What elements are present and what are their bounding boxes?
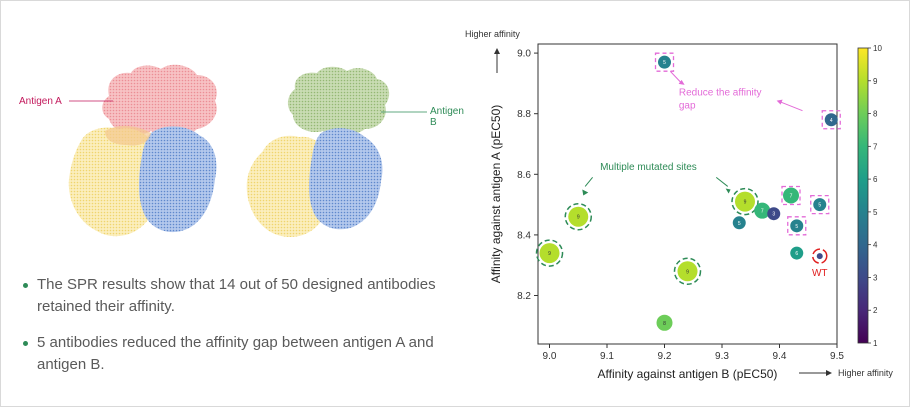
- multiple-sites-arrowhead-right: [725, 188, 731, 194]
- wt-ring: [812, 248, 828, 264]
- data-point: [824, 113, 838, 127]
- reduce-gap-arrowhead-right: [776, 99, 783, 105]
- colorbar-tick-label: 5: [873, 208, 878, 217]
- data-point: [732, 216, 746, 230]
- x-arrow-label: Higher affinity: [838, 368, 893, 378]
- data-point-label: 9: [744, 200, 747, 206]
- highlight-square: [787, 216, 807, 236]
- reduce-gap-label-line1: Reduce the affinity: [679, 88, 762, 99]
- data-point: [790, 246, 804, 260]
- multiple-sites-arrow-right: [715, 176, 729, 187]
- data-point-label: 6: [795, 251, 798, 257]
- data-point-label: 9: [548, 251, 551, 257]
- colorbar-tick-label: 8: [873, 110, 878, 119]
- plot-frame: [537, 43, 838, 345]
- data-point-label: 9: [686, 269, 689, 275]
- highlight-circle: [731, 187, 759, 216]
- reduce-gap-arrow-left: [669, 70, 683, 84]
- data-point: [813, 198, 827, 212]
- wt-label: WT: [812, 268, 828, 279]
- light-chain-blue: [139, 126, 217, 233]
- colorbar-tick-label: 4: [873, 241, 878, 250]
- highlight-square: [810, 194, 830, 215]
- data-point-wt: [816, 253, 823, 260]
- data-point: [790, 219, 804, 233]
- bullet-list: The SPR results show that 14 out of 50 d…: [23, 274, 463, 390]
- antigen-b-label: Antigen B: [430, 106, 464, 128]
- data-point-label: 7: [761, 209, 764, 215]
- antigen-b-surface: [287, 66, 390, 136]
- light-chain-blue-b: [309, 128, 383, 230]
- data-point-label: 4: [830, 118, 833, 124]
- x-tick-label: 9.0: [543, 351, 557, 362]
- data-point: [783, 187, 799, 204]
- data-point-label: 9: [577, 215, 580, 221]
- data-point-label: 5: [663, 60, 666, 66]
- multiple-sites-arrow-left: [584, 177, 594, 187]
- highlight-circle: [673, 257, 702, 286]
- highlight-circle: [564, 202, 592, 231]
- reduce-gap-arrow-right: [779, 101, 803, 112]
- x-tick-label: 9.5: [830, 351, 844, 362]
- x-arrow-head: [826, 370, 832, 376]
- highlight-circle: [535, 239, 564, 267]
- multiple-sites-label: Multiple mutated sites: [600, 162, 697, 173]
- data-point: [568, 206, 589, 227]
- protein-structures-svg: [68, 64, 427, 237]
- chart-area: 9.0 9.1 9.2 9.3 9.4 9.5 8.2 8.4 8.6 8.8 9.0 Affinit…: [451, 1, 910, 408]
- highlight-square: [821, 110, 841, 130]
- y-axis-label: Affinity against antigen A (pEC50): [489, 105, 503, 284]
- heavy-chain-yellow: [68, 127, 162, 237]
- colorbar-tick-label: 9: [873, 77, 878, 86]
- complex-antigen-b: [246, 66, 427, 237]
- highlight-square: [781, 185, 801, 206]
- antigen-a-surface: [102, 64, 217, 136]
- complex-antigen-a: [68, 64, 217, 237]
- y-tick-label: 8.4: [517, 230, 531, 241]
- y-tick-label: 8.2: [517, 291, 531, 302]
- highlight-square: [654, 52, 675, 72]
- data-point: [735, 191, 755, 212]
- y-tick-label: 8.8: [517, 109, 531, 120]
- data-point-label: 5: [818, 203, 821, 209]
- heavy-chain-yellow-b: [246, 135, 332, 237]
- colorbar-tick-label: 7: [873, 142, 878, 151]
- y-tick-label: 9.0: [517, 49, 531, 60]
- reduce-gap-arrowhead-left: [678, 79, 685, 85]
- data-point-label: 5: [738, 221, 741, 227]
- data-point-label: 7: [790, 194, 793, 200]
- x-tick-label: 9.3: [715, 351, 729, 362]
- scatter-chart: 9.0 9.1 9.2 9.3 9.4 9.5 8.2 8.4 8.6 8.8 9.0 Affinit…: [465, 29, 893, 381]
- data-point: [677, 261, 698, 282]
- x-tick-label: 9.2: [658, 351, 672, 362]
- data-point-label: 3: [772, 212, 775, 218]
- y-arrow-head: [494, 48, 500, 54]
- colorbar-tick-label: 10: [873, 44, 882, 53]
- data-point: [539, 243, 560, 264]
- data-point-label: 8: [663, 321, 666, 327]
- data-point: [767, 207, 781, 221]
- data-point: [658, 55, 671, 69]
- data-point-label: 5: [795, 224, 798, 230]
- protein-structures: Antigen A Antigen B: [1, 1, 471, 261]
- antigen-a-label: Antigen A: [19, 96, 62, 107]
- colorbar-tick-label: 3: [873, 273, 878, 282]
- bullet-item-affinity-gap: 5 antibodies reduced the affinity gap be…: [23, 332, 463, 376]
- reduce-gap-label-line2: gap: [679, 101, 696, 112]
- y-tick-label: 8.6: [517, 170, 531, 181]
- x-axis-label: Affinity against antigen B (pEC50): [598, 367, 778, 381]
- bullet-item-spr-results: The SPR results show that 14 out of 50 d…: [23, 274, 463, 318]
- x-tick-label: 9.4: [773, 351, 787, 362]
- colorbar-tick-label: 1: [873, 339, 878, 348]
- x-tick-label: 9.1: [600, 351, 614, 362]
- y-arrow-label: Higher affinity: [465, 29, 520, 39]
- colorbar: [857, 47, 869, 344]
- colorbar-tick-label: 2: [873, 306, 878, 315]
- interface-region: [105, 125, 151, 146]
- data-point: [754, 202, 771, 219]
- data-point: [656, 314, 673, 331]
- colorbar-tick-label: 6: [873, 175, 878, 184]
- multiple-sites-arrowhead-left: [582, 189, 589, 196]
